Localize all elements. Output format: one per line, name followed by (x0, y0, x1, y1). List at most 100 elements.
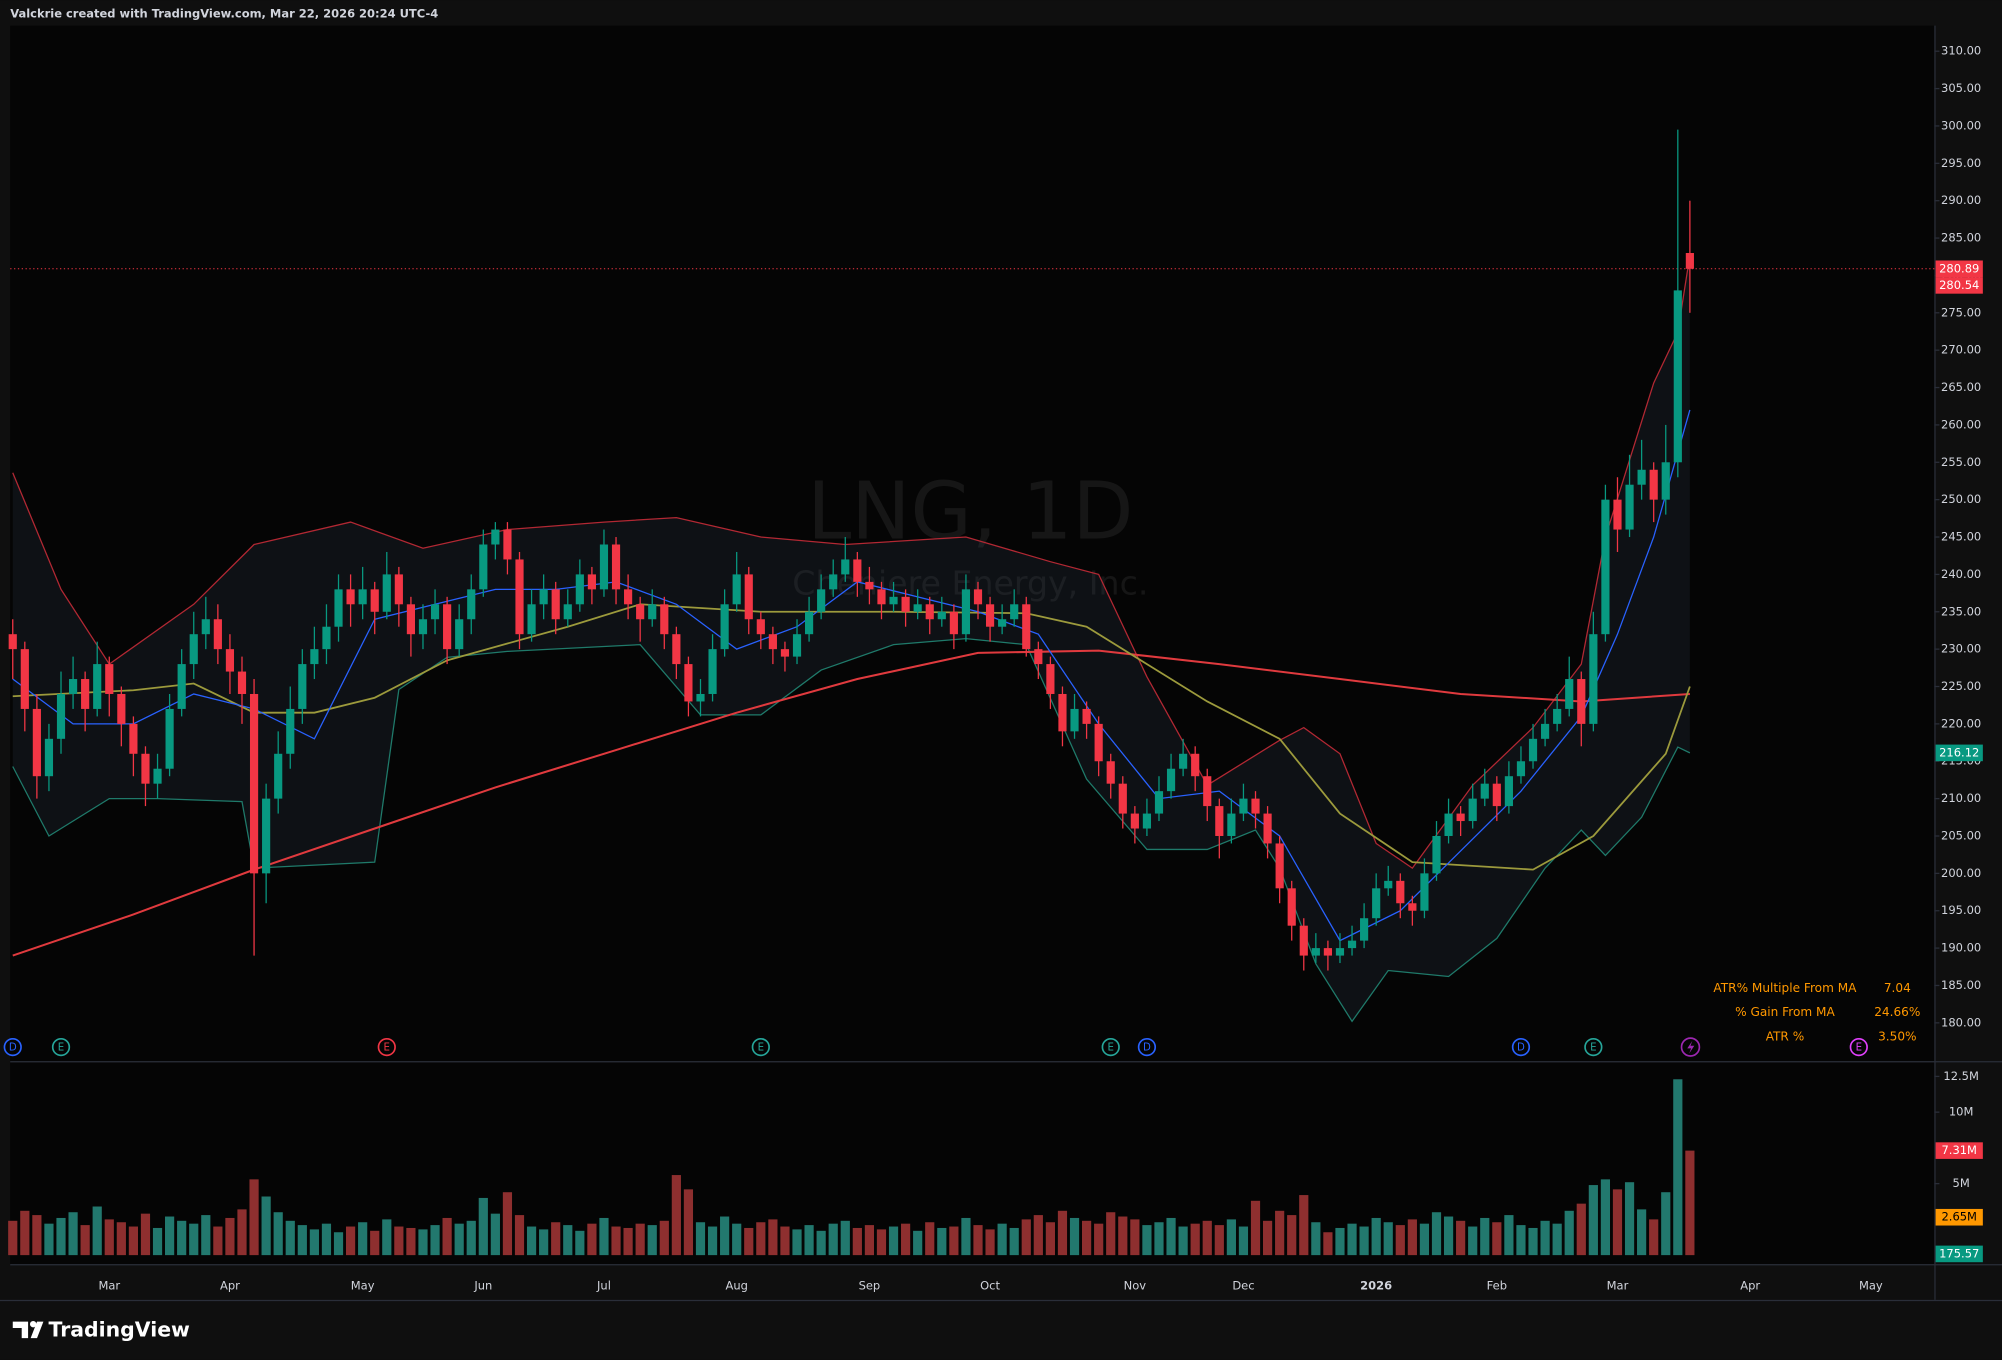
candle-body (1360, 918, 1369, 941)
volume-bar (1021, 1219, 1031, 1256)
overlay-line (12, 409, 1691, 942)
candle-body (1456, 813, 1465, 822)
volume-bar (68, 1212, 78, 1256)
volume-bar (1504, 1215, 1514, 1256)
volume-bar (551, 1222, 561, 1256)
candle-body (889, 596, 898, 605)
band-tag: 216.12 (1939, 745, 1979, 759)
volume-bar (973, 1225, 983, 1256)
candle-body (1010, 604, 1019, 620)
y-tick-label: 255.00 (1941, 455, 1981, 469)
volume-bar (152, 1227, 163, 1256)
volume-bar (1178, 1226, 1188, 1256)
stat-value: 3.50% (1878, 1029, 1916, 1043)
event-icon (3, 1037, 22, 1057)
event-label: E (384, 1043, 390, 1054)
candle-body (1215, 806, 1224, 836)
candle-body (925, 604, 934, 620)
volume-bar (985, 1229, 995, 1256)
volume-bar (526, 1226, 537, 1256)
candle-body (165, 708, 174, 769)
volume-bar (720, 1216, 730, 1256)
volume-bar (563, 1225, 573, 1256)
volume-bar (1311, 1222, 1321, 1256)
price-tag: 280.54 (1939, 278, 1979, 292)
volume-tag-bg (1935, 1245, 1983, 1263)
volume-bar (273, 1212, 283, 1256)
candle-body (998, 619, 1007, 627)
volume-bar (623, 1227, 633, 1256)
candle-body (684, 664, 693, 702)
last-price-tag-bg (1935, 260, 1983, 278)
candle-body (1299, 925, 1308, 956)
candle-body (973, 589, 983, 605)
event-icon (1137, 1037, 1157, 1057)
candle-body (1649, 469, 1658, 500)
y-tick-label: 190.00 (1941, 941, 1981, 955)
volume-bar (333, 1232, 344, 1256)
volume-bar (20, 1210, 30, 1256)
candle-body (768, 634, 777, 650)
event-icon (1101, 1037, 1120, 1057)
candle-body (213, 619, 222, 650)
candle-body (599, 544, 609, 590)
candle-body (249, 693, 259, 874)
volume-tag: 175.57 (1939, 1246, 1979, 1260)
candle-body (1565, 679, 1574, 709)
volume-bar (1685, 1150, 1695, 1256)
y-tick-label: 245.00 (1941, 530, 1981, 544)
candle-body (515, 559, 524, 635)
volume-bar (587, 1223, 597, 1256)
volume-bar (937, 1227, 947, 1256)
volume-bar (732, 1223, 742, 1256)
volume-bar (514, 1215, 525, 1256)
candle-body (1227, 813, 1236, 836)
volume-tick-label: 12.5M (1943, 1069, 1978, 1083)
candle-body (660, 604, 669, 635)
volume-bar (502, 1192, 513, 1256)
volume-bar (309, 1229, 319, 1256)
logo-dot (30, 1320, 37, 1328)
candle-body (286, 708, 295, 754)
x-tick-label: Oct (980, 1278, 1000, 1292)
watermark-symbol: LNG, 1D (807, 466, 1133, 558)
candle-body (817, 589, 826, 612)
candle-body (430, 604, 440, 620)
volume-bar (1492, 1222, 1502, 1256)
y-tick-label: 260.00 (1941, 417, 1981, 431)
candle-body (648, 604, 657, 620)
candle-body (93, 664, 102, 709)
volume-bar (213, 1226, 223, 1256)
candle-body (1287, 888, 1296, 926)
volume-bar (1600, 1179, 1611, 1256)
candle-body (1034, 649, 1043, 665)
candle-body (358, 589, 367, 605)
volume-bar (1238, 1226, 1249, 1256)
volume-tick-label: 10M (1949, 1105, 1974, 1119)
candle-body (1179, 753, 1188, 769)
candle-body (1661, 462, 1670, 500)
candle-body (961, 589, 971, 635)
candle-body (1372, 888, 1381, 919)
candle-body (298, 664, 307, 709)
volume-bar (1624, 1182, 1635, 1256)
candle-body (744, 574, 753, 620)
volume-bar (249, 1179, 259, 1256)
volume-bar (611, 1226, 621, 1256)
candle-body (105, 664, 114, 694)
candle-body (322, 626, 331, 650)
y-tick-label: 310.00 (1941, 44, 1981, 58)
volume-bar (1564, 1210, 1574, 1256)
x-tick-label: Sep (859, 1278, 881, 1292)
volume-bar (394, 1226, 404, 1256)
volume-bar (901, 1223, 911, 1256)
volume-bar (888, 1226, 899, 1256)
volume-bar (635, 1223, 645, 1256)
volume-bar (997, 1223, 1007, 1256)
volume-bar (1516, 1225, 1526, 1256)
x-tick-label: Mar (1607, 1278, 1629, 1292)
volume-bar (804, 1225, 814, 1256)
volume-bar (1190, 1223, 1200, 1256)
volume-bar (189, 1223, 199, 1256)
volume-bar (852, 1227, 862, 1256)
